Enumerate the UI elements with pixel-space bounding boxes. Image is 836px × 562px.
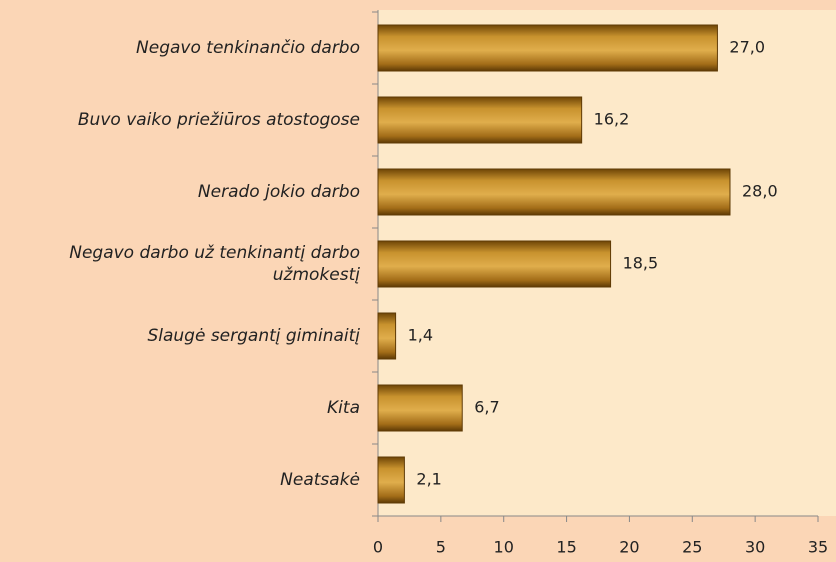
- category-label: Nerado jokio darbo: [197, 182, 360, 202]
- data-label: 16,2: [594, 110, 630, 129]
- x-tick-label: 5: [436, 538, 446, 557]
- category-label: Buvo vaiko priežiūros atostogose: [77, 110, 360, 130]
- category-label: Neatsakė: [280, 470, 360, 490]
- data-label: 2,1: [416, 470, 441, 489]
- bar: [377, 96, 583, 144]
- data-label: 28,0: [742, 182, 778, 201]
- data-label: 18,5: [623, 254, 659, 273]
- bar: [377, 240, 612, 288]
- bar: [377, 312, 397, 360]
- bar: [377, 24, 718, 72]
- data-label: 6,7: [474, 398, 499, 417]
- bar: [377, 168, 731, 216]
- data-label: 27,0: [729, 38, 765, 57]
- x-tick-label: 20: [619, 538, 639, 557]
- x-tick-label: 10: [494, 538, 514, 557]
- category-label: Slaugė sergantį giminaitį: [147, 326, 360, 346]
- bar: [377, 384, 463, 432]
- category-label: Kita: [327, 398, 360, 418]
- category-label: Negavo darbo už tenkinantį darbo užmokes…: [69, 243, 360, 285]
- bar: [377, 456, 405, 504]
- x-tick-label: 0: [373, 538, 383, 557]
- x-tick-label: 35: [808, 538, 828, 557]
- x-tick-label: 30: [745, 538, 765, 557]
- category-label: Negavo tenkinančio darbo: [136, 38, 360, 58]
- x-tick-label: 15: [556, 538, 576, 557]
- data-label: 1,4: [408, 326, 433, 345]
- x-tick-label: 25: [682, 538, 702, 557]
